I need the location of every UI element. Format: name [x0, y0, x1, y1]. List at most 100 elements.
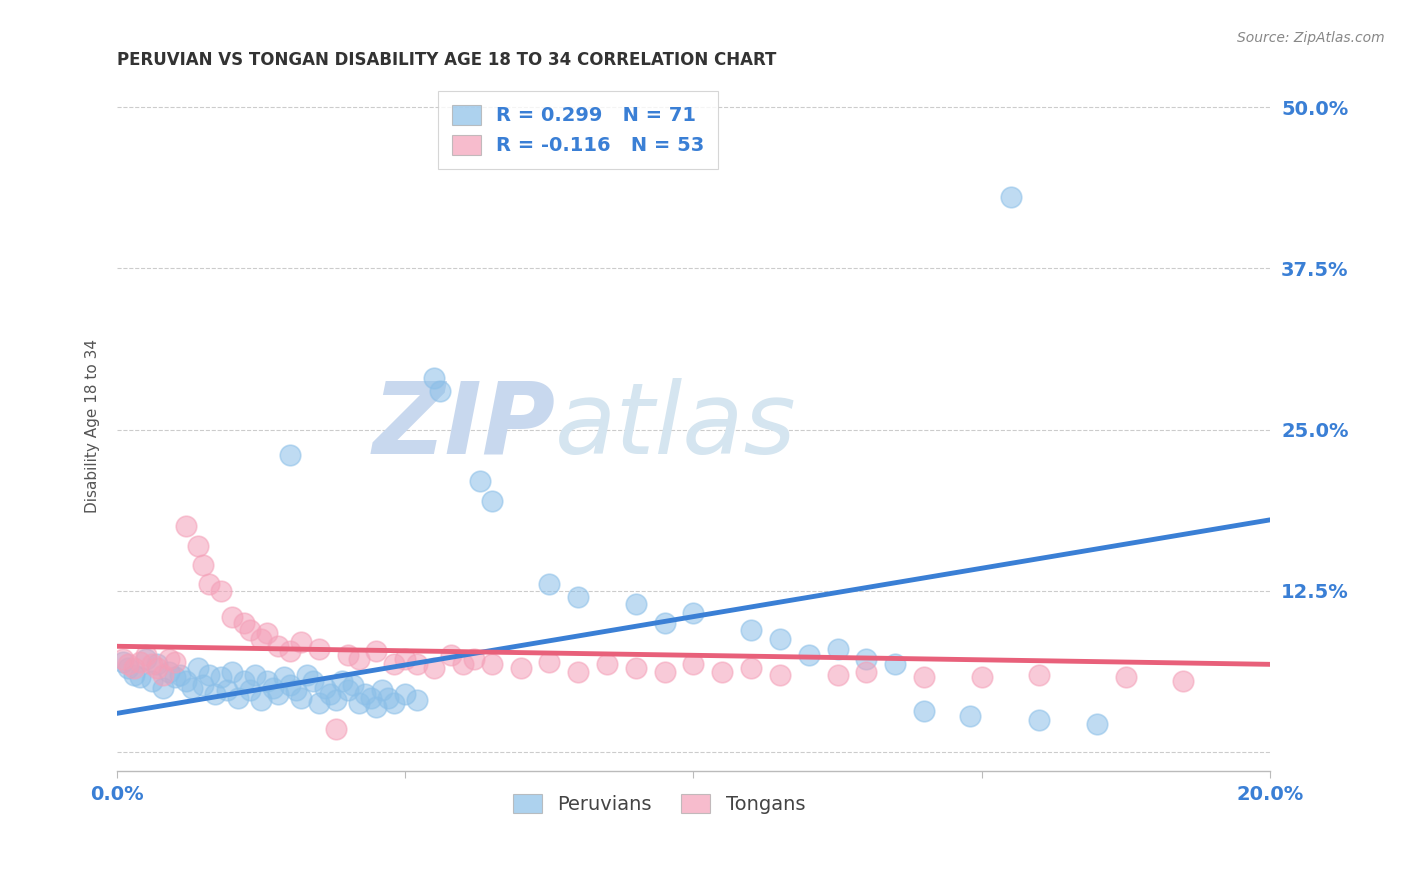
Point — [624, 661, 647, 675]
Point — [827, 667, 849, 681]
Point — [596, 657, 619, 672]
Point — [855, 665, 877, 679]
Point — [129, 670, 152, 684]
Point — [221, 665, 243, 679]
Point — [278, 644, 301, 658]
Point — [290, 690, 312, 705]
Point — [221, 609, 243, 624]
Point — [308, 696, 330, 710]
Point — [157, 665, 180, 679]
Point — [209, 583, 232, 598]
Point — [152, 667, 174, 681]
Point — [232, 674, 254, 689]
Point — [440, 648, 463, 663]
Point — [122, 661, 145, 675]
Point — [912, 670, 935, 684]
Point — [1028, 713, 1050, 727]
Point — [325, 693, 347, 707]
Point — [481, 657, 503, 672]
Point — [855, 652, 877, 666]
Point — [382, 657, 405, 672]
Point — [232, 615, 254, 630]
Point — [262, 681, 284, 695]
Point — [238, 683, 260, 698]
Point — [382, 696, 405, 710]
Point — [325, 722, 347, 736]
Point — [117, 657, 139, 672]
Point — [302, 674, 325, 689]
Point — [284, 683, 307, 698]
Point — [209, 670, 232, 684]
Point — [423, 661, 446, 675]
Point — [959, 709, 981, 723]
Point — [226, 690, 249, 705]
Point — [330, 674, 353, 689]
Point — [157, 652, 180, 666]
Point — [141, 674, 163, 689]
Point — [295, 667, 318, 681]
Point — [187, 539, 209, 553]
Point — [122, 667, 145, 681]
Point — [250, 632, 273, 646]
Point — [360, 690, 382, 705]
Point — [273, 670, 295, 684]
Point — [347, 696, 370, 710]
Point — [267, 640, 290, 654]
Point — [146, 657, 169, 672]
Text: ZIP: ZIP — [373, 378, 555, 475]
Point — [970, 670, 993, 684]
Point — [278, 449, 301, 463]
Point — [198, 667, 221, 681]
Point — [146, 661, 169, 675]
Point — [912, 704, 935, 718]
Point — [238, 623, 260, 637]
Point — [111, 652, 134, 666]
Point — [174, 519, 197, 533]
Point — [682, 657, 704, 672]
Point — [394, 687, 416, 701]
Text: atlas: atlas — [555, 378, 797, 475]
Point — [1115, 670, 1137, 684]
Point — [187, 661, 209, 675]
Point — [463, 652, 485, 666]
Point — [314, 681, 336, 695]
Point — [470, 474, 492, 488]
Point — [366, 699, 388, 714]
Point — [366, 644, 388, 658]
Point — [180, 681, 202, 695]
Point — [198, 577, 221, 591]
Point — [740, 623, 762, 637]
Point — [163, 670, 186, 684]
Point — [797, 648, 820, 663]
Point — [129, 655, 152, 669]
Point — [278, 678, 301, 692]
Point — [135, 648, 157, 663]
Point — [654, 615, 676, 630]
Point — [567, 591, 589, 605]
Point — [319, 687, 342, 701]
Point — [740, 661, 762, 675]
Point — [245, 667, 267, 681]
Point — [308, 641, 330, 656]
Point — [267, 687, 290, 701]
Point — [193, 678, 215, 692]
Legend: Peruvians, Tongans: Peruvians, Tongans — [503, 784, 815, 824]
Point — [141, 657, 163, 672]
Text: PERUVIAN VS TONGAN DISABILITY AGE 18 TO 34 CORRELATION CHART: PERUVIAN VS TONGAN DISABILITY AGE 18 TO … — [117, 51, 776, 69]
Point — [163, 655, 186, 669]
Point — [624, 597, 647, 611]
Point — [135, 652, 157, 666]
Point — [174, 674, 197, 689]
Point — [1000, 190, 1022, 204]
Point — [509, 661, 531, 675]
Point — [682, 606, 704, 620]
Point — [1085, 716, 1108, 731]
Point — [354, 687, 377, 701]
Point — [342, 678, 364, 692]
Point — [250, 693, 273, 707]
Point — [290, 635, 312, 649]
Point — [538, 577, 561, 591]
Point — [169, 667, 191, 681]
Point — [117, 661, 139, 675]
Point — [769, 667, 792, 681]
